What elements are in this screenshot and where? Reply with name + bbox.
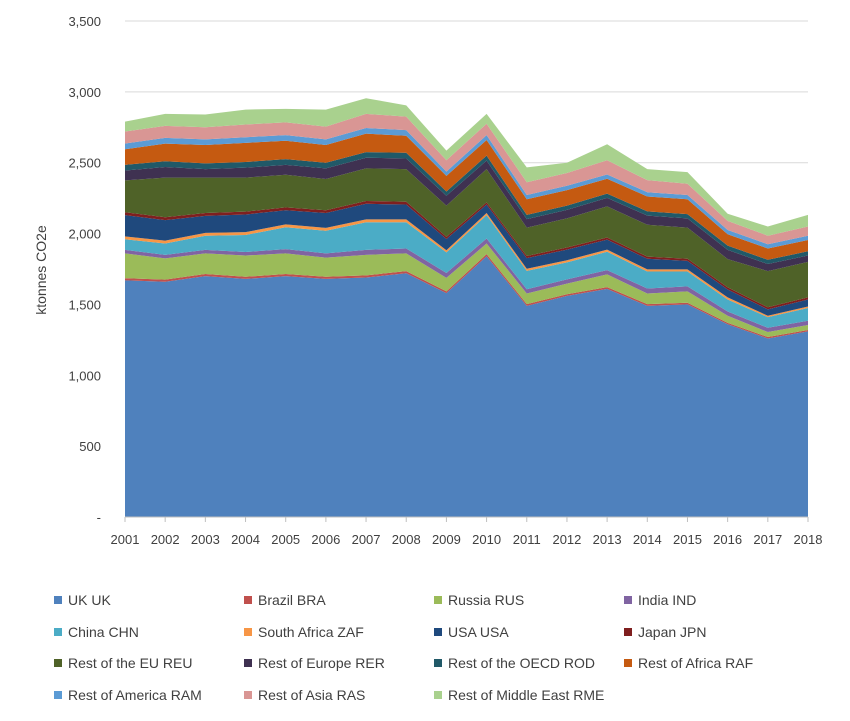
y-tick-label: 3,000 bbox=[68, 85, 101, 100]
x-tick-label: 2009 bbox=[432, 532, 461, 547]
y-tick-label: 500 bbox=[79, 439, 101, 454]
axes: - 500 1,000 1,500 2,000 2,500 3,000 3,500 2001 20… bbox=[68, 14, 822, 547]
area-china-chn bbox=[125, 215, 808, 328]
area-russia-rus bbox=[125, 243, 808, 338]
area-rest-of-asia-ras bbox=[125, 113, 808, 245]
y-tick-label: 2,000 bbox=[68, 227, 101, 242]
legend-item: USA USA bbox=[434, 622, 509, 642]
legend-swatch bbox=[624, 627, 632, 636]
area-brazil-bra bbox=[125, 254, 808, 339]
area-usa-usa bbox=[125, 203, 808, 316]
area-rest-of-the-oecd-rod bbox=[125, 152, 808, 265]
legend-swatch bbox=[244, 596, 252, 604]
x-tick-label: 2013 bbox=[593, 532, 622, 547]
area-rest-of-america-ram bbox=[125, 127, 808, 249]
area-rest-of-africa-raf bbox=[125, 133, 808, 260]
x-tick-label: 2016 bbox=[713, 532, 742, 547]
y-tick-label: 1,500 bbox=[68, 297, 101, 312]
legend-item: India IND bbox=[624, 590, 696, 610]
stacked-areas bbox=[125, 98, 808, 517]
x-tick-label: 2015 bbox=[673, 532, 702, 547]
legend-label: Rest of Asia RAS bbox=[258, 686, 366, 703]
legend-label: China CHN bbox=[68, 623, 139, 640]
area-india-ind bbox=[125, 238, 808, 333]
legend-label: India IND bbox=[638, 592, 697, 608]
area-rest-of-the-eu-reu bbox=[125, 168, 808, 308]
legend-label: Rest of America RAM bbox=[68, 686, 202, 703]
legend-item: Rest of the EU REU bbox=[54, 653, 193, 673]
legend-swatch bbox=[624, 596, 632, 604]
legend-item: Rest of America RAM bbox=[54, 685, 202, 705]
legend-item: Rest of Asia RAS bbox=[244, 685, 365, 705]
legend-label: South Africa ZAF bbox=[258, 623, 364, 640]
legend-label: Brazil BRA bbox=[258, 592, 326, 608]
legend-label: Rest of Africa RAF bbox=[638, 655, 754, 671]
x-tick-label: 2010 bbox=[472, 532, 501, 547]
legend-label: Rest of Middle East RME bbox=[448, 686, 605, 703]
area-rest-of-europe-rer bbox=[125, 157, 808, 272]
area-uk-uk bbox=[125, 256, 808, 517]
x-tick-label: 2004 bbox=[231, 532, 260, 547]
x-tick-label: 2011 bbox=[513, 532, 541, 547]
legend-swatch bbox=[624, 659, 632, 667]
legend-label: Japan JPN bbox=[638, 623, 707, 640]
legend-item: Brazil BRA bbox=[244, 590, 326, 610]
x-tick-label: 2018 bbox=[794, 532, 823, 547]
x-tick-label: 2003 bbox=[191, 532, 220, 547]
y-tick-label: - bbox=[97, 510, 101, 525]
legend-item: UK UK bbox=[54, 590, 111, 610]
legend-label: UK UK bbox=[68, 592, 111, 608]
legend-swatch bbox=[244, 659, 252, 667]
legend-item: Russia RUS bbox=[434, 590, 524, 610]
legend-swatch bbox=[434, 627, 442, 636]
y-tick-label: 1,000 bbox=[68, 368, 101, 383]
legend-swatch bbox=[54, 596, 62, 604]
x-tick-label: 2007 bbox=[352, 532, 381, 547]
x-tick-label: 2014 bbox=[633, 532, 662, 547]
x-tick-label: 2017 bbox=[753, 532, 782, 547]
legend-swatch bbox=[54, 627, 62, 636]
legend-swatch bbox=[54, 690, 62, 699]
area-rest-of-middle-east-rme bbox=[125, 98, 808, 236]
legend-label: Rest of Europe RER bbox=[258, 655, 385, 671]
legend-swatch bbox=[244, 627, 252, 636]
legend-swatch bbox=[434, 659, 442, 667]
legend-swatch bbox=[434, 690, 442, 699]
legend-swatch bbox=[244, 690, 252, 699]
x-tick-label: 2008 bbox=[392, 532, 421, 547]
legend-label: USA USA bbox=[448, 623, 509, 640]
legend-item: Rest of Middle East RME bbox=[434, 685, 604, 705]
legend-item: Rest of Africa RAF bbox=[624, 653, 753, 673]
x-tick-label: 2005 bbox=[271, 532, 300, 547]
legend-label: Rest of the OECD ROD bbox=[448, 655, 596, 671]
x-tick-label: 2001 bbox=[111, 532, 140, 547]
x-tick-label: 2006 bbox=[311, 532, 340, 547]
y-axis-title: ktonnes CO2e bbox=[33, 225, 49, 315]
legend-item: China CHN bbox=[54, 622, 139, 642]
legend-swatch bbox=[434, 596, 442, 604]
legend-label: Russia RUS bbox=[448, 592, 525, 608]
legend-item: Rest of Europe RER bbox=[244, 653, 385, 673]
y-tick-label: 3,500 bbox=[68, 14, 101, 29]
y-tick-label: 2,500 bbox=[68, 156, 101, 171]
legend-item: Japan JPN bbox=[624, 622, 706, 642]
legend-label: Rest of the EU REU bbox=[68, 655, 193, 671]
legend-swatch bbox=[54, 659, 62, 667]
x-tick-label: 2002 bbox=[151, 532, 180, 547]
x-tick-label: 2012 bbox=[552, 532, 581, 547]
legend-item: Rest of the OECD ROD bbox=[434, 653, 595, 673]
legend-item: South Africa ZAF bbox=[244, 622, 364, 642]
